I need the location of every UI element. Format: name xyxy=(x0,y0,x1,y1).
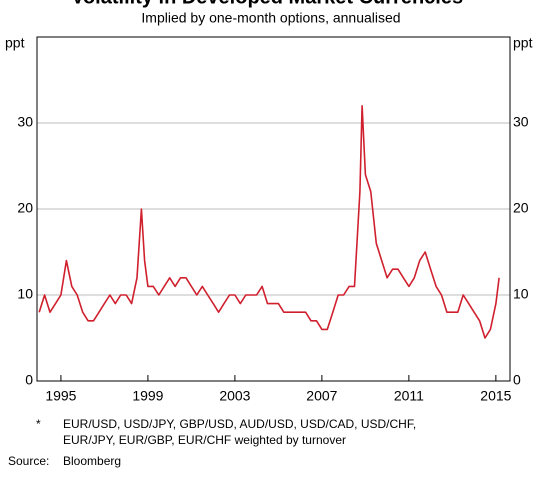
x-tick-label: 2011 xyxy=(394,388,424,404)
plot-frame xyxy=(36,36,511,382)
footnote: EUR/USD, USD/JPY, GBP/USD, AUD/USD, USD/… xyxy=(63,417,416,431)
y-tick-label: 20 xyxy=(17,200,33,216)
x-tick-label: 2015 xyxy=(480,388,511,404)
data-line xyxy=(38,105,500,339)
y2-tick-label: 10 xyxy=(513,286,529,302)
x-tick-label: 1995 xyxy=(45,388,76,404)
y-tick-label: 0 xyxy=(25,372,33,388)
y2-tick-label: 30 xyxy=(513,114,529,130)
source: Bloomberg xyxy=(63,454,121,468)
x-tick-label: 2007 xyxy=(306,388,337,404)
source-label: Source: xyxy=(8,454,49,468)
chart-title: Volatility in Developed Market Currencie… xyxy=(71,0,471,8)
y-tick-label: 10 xyxy=(17,286,33,302)
chart-subtitle: Implied by one-month options, annualised xyxy=(141,10,400,26)
y2-unit: ppt xyxy=(513,35,533,51)
y-tick-label: 30 xyxy=(17,114,33,130)
y2-tick-label: 20 xyxy=(513,200,529,216)
x-tick-label: 2003 xyxy=(219,388,250,404)
footnote-marker: * xyxy=(36,417,41,431)
y-unit: ppt xyxy=(5,35,25,51)
footnote: EUR/JPY, EUR/GBP, EUR/CHF weighted by tu… xyxy=(63,433,346,447)
x-tick-label: 1999 xyxy=(132,388,163,404)
y2-tick-label: 0 xyxy=(513,372,521,388)
